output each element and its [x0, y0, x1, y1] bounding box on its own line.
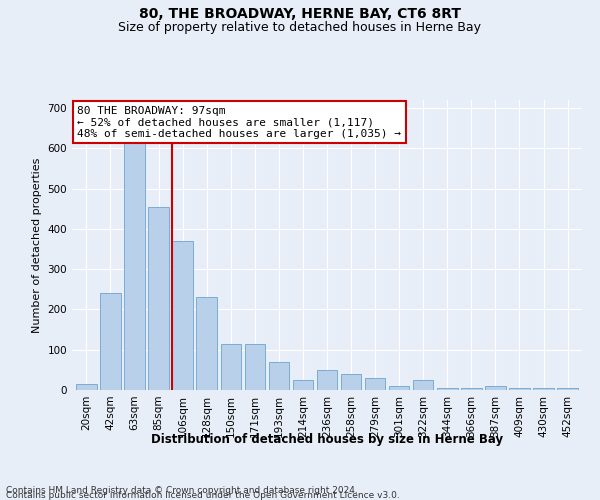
Text: Size of property relative to detached houses in Herne Bay: Size of property relative to detached ho… — [119, 21, 482, 34]
Text: Contains HM Land Registry data © Crown copyright and database right 2024.: Contains HM Land Registry data © Crown c… — [6, 486, 358, 495]
Bar — [269, 362, 289, 390]
Bar — [172, 241, 193, 390]
Bar — [533, 388, 554, 390]
Text: Contains public sector information licensed under the Open Government Licence v3: Contains public sector information licen… — [6, 491, 400, 500]
Bar — [148, 206, 169, 390]
Bar — [76, 384, 97, 390]
Bar — [509, 388, 530, 390]
Bar — [485, 386, 506, 390]
Bar — [341, 374, 361, 390]
Bar — [196, 298, 217, 390]
Bar — [461, 388, 482, 390]
Bar — [413, 380, 433, 390]
Bar — [389, 386, 409, 390]
Bar — [293, 380, 313, 390]
Text: 80, THE BROADWAY, HERNE BAY, CT6 8RT: 80, THE BROADWAY, HERNE BAY, CT6 8RT — [139, 8, 461, 22]
Y-axis label: Number of detached properties: Number of detached properties — [32, 158, 42, 332]
Bar — [317, 370, 337, 390]
Bar — [437, 388, 458, 390]
Bar — [124, 132, 145, 390]
Text: Distribution of detached houses by size in Herne Bay: Distribution of detached houses by size … — [151, 432, 503, 446]
Bar — [365, 378, 385, 390]
Bar — [557, 388, 578, 390]
Text: 80 THE BROADWAY: 97sqm
← 52% of detached houses are smaller (1,117)
48% of semi-: 80 THE BROADWAY: 97sqm ← 52% of detached… — [77, 106, 401, 139]
Bar — [221, 344, 241, 390]
Bar — [245, 344, 265, 390]
Bar — [100, 294, 121, 390]
